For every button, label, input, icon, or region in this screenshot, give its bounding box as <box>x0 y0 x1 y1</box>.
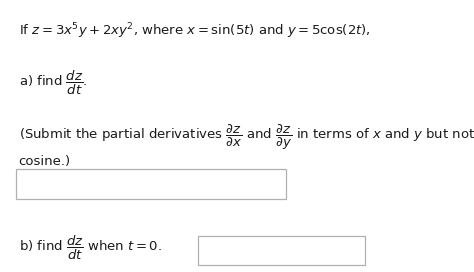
FancyBboxPatch shape <box>16 169 286 199</box>
Text: a) find $\dfrac{dz}{dt}$.: a) find $\dfrac{dz}{dt}$. <box>18 69 87 97</box>
Text: cosine.): cosine.) <box>18 155 71 168</box>
Text: b) find $\dfrac{dz}{dt}$ when $t = 0$.: b) find $\dfrac{dz}{dt}$ when $t = 0$. <box>18 234 162 262</box>
FancyBboxPatch shape <box>198 236 365 265</box>
Text: (Submit the partial derivatives $\dfrac{\partial z}{\partial x}$ and $\dfrac{\pa: (Submit the partial derivatives $\dfrac{… <box>18 123 474 152</box>
Text: If $z = 3x^5y + 2xy^2$, where $x = \sin(5t)$ and $y = 5\cos(2t)$,: If $z = 3x^5y + 2xy^2$, where $x = \sin(… <box>18 21 371 41</box>
